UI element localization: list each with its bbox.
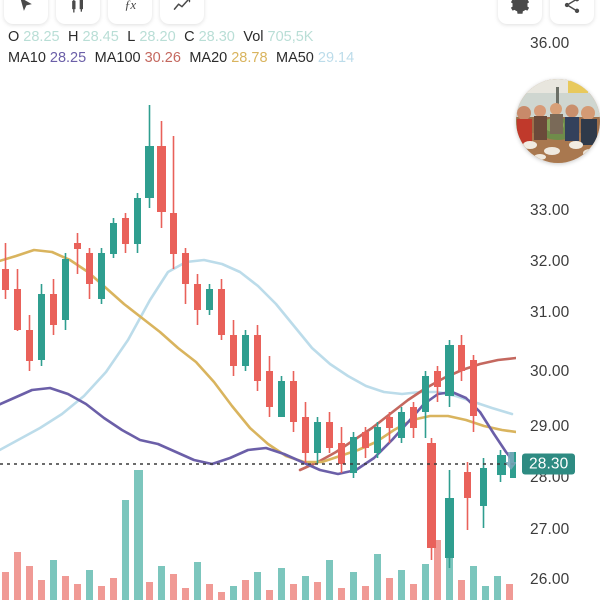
price-chart-plot[interactable] [0, 0, 516, 600]
volume-bars [2, 470, 513, 600]
ohlc-key-low: L [127, 29, 136, 45]
indicators-button[interactable]: ƒx [108, 0, 152, 24]
current-price-badge[interactable]: 28.30 [522, 453, 576, 475]
ma20-value: 28.78 [231, 50, 268, 67]
price-tick: 30.00 [530, 363, 570, 380]
chart-type-button[interactable] [56, 0, 100, 24]
drawing-trendline-icon [173, 0, 191, 10]
ohlc-value-volume: 705,5K [267, 29, 314, 45]
ma100-label: MA100 [94, 50, 141, 67]
ma100-value: 30.26 [144, 50, 181, 67]
cursor-tool-button[interactable] [4, 0, 48, 24]
ma20-label: MA20 [189, 50, 228, 67]
chart-legend: O 28.25 H 28.45 L 28.20 C 28.30 Vol 705,5K MA… [8, 26, 354, 68]
ohlc-key-volume: Vol [243, 29, 264, 45]
candlesticks [2, 105, 516, 568]
share-icon [564, 0, 580, 13]
price-tick: 36.00 [530, 35, 570, 52]
price-tick: 32.00 [530, 253, 570, 270]
share-button[interactable] [550, 0, 594, 24]
price-tick: 29.00 [530, 418, 570, 435]
price-tick: 31.00 [530, 304, 570, 321]
price-marker-arrow [505, 452, 516, 470]
ma10-value: 28.25 [49, 50, 87, 67]
ma100-line [298, 356, 516, 472]
settings-button[interactable] [498, 0, 542, 24]
moving-average-row: MA10 28.25 MA100 30.26 MA20 28.78 MA50 29.14 [8, 47, 354, 68]
ohlc-key-open: O [8, 29, 20, 45]
indicators-fx-icon: ƒx [124, 0, 136, 12]
ohlc-key-close: C [184, 29, 195, 45]
avatar[interactable] [516, 79, 600, 163]
ohlc-value-low: 28.20 [139, 29, 176, 45]
cursor-icon [20, 0, 32, 11]
price-tick: 33.00 [530, 202, 570, 219]
candlestick-icon [72, 0, 83, 13]
ma10-label: MA10 [8, 50, 46, 67]
drawing-tools-button[interactable] [160, 0, 204, 24]
ma20-line [0, 248, 516, 464]
ohlc-key-high: H [68, 29, 79, 45]
ohlc-value-open: 28.25 [23, 29, 60, 45]
ma50-value: 29.14 [317, 50, 355, 67]
price-tick: 27.00 [530, 521, 570, 538]
gear-icon [510, 0, 530, 14]
ohlc-value-close: 28.30 [198, 29, 235, 45]
ohlc-row: O 28.25 H 28.45 L 28.20 C 28.30 Vol 705,5K [8, 26, 354, 47]
ohlc-value-high: 28.45 [82, 29, 119, 45]
avatar-photo [516, 79, 600, 163]
toolbar-left: ƒx [4, 0, 204, 24]
ma50-label: MA50 [275, 50, 314, 67]
toolbar-right [498, 0, 594, 24]
price-tick: 26.00 [530, 571, 570, 588]
chart-svg [0, 105, 516, 600]
